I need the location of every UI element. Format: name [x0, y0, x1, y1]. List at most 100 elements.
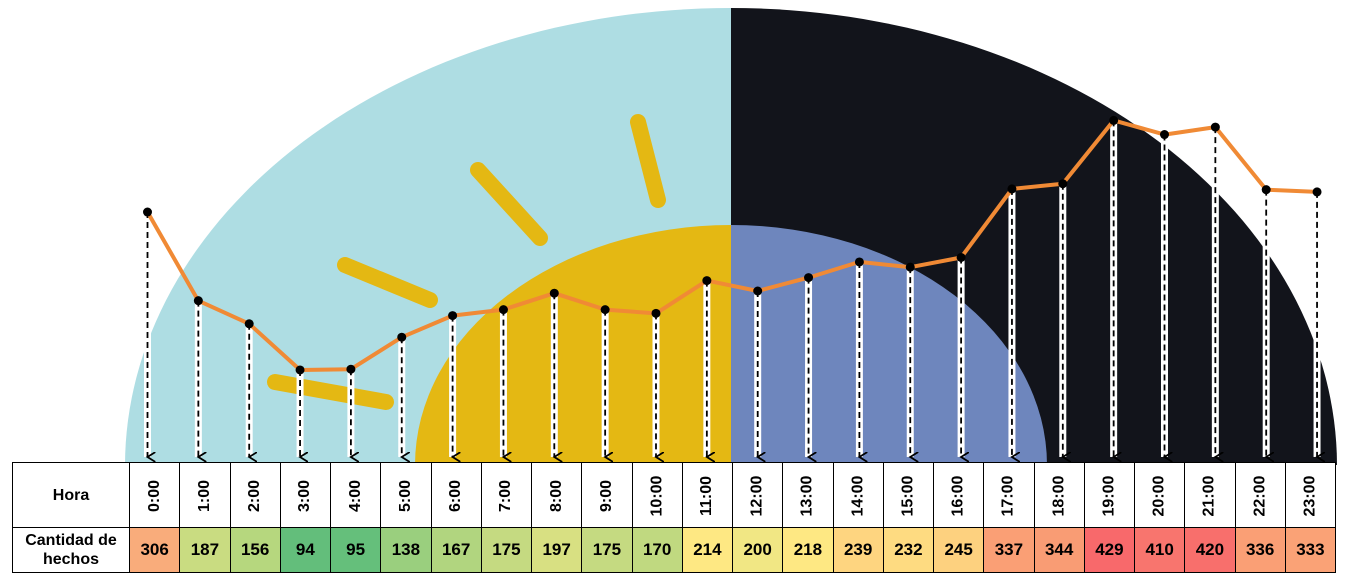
hour-cell: 18:00 [1033, 462, 1085, 528]
hour-cell: 7:00 [480, 462, 533, 528]
hour-cell: 9:00 [581, 462, 633, 528]
data-point [1160, 130, 1169, 140]
count-cell: 175 [480, 527, 533, 573]
count-row-label: Cantidad de hechos [12, 527, 130, 573]
count-cell: 410 [1133, 527, 1186, 573]
count-cell: 429 [1083, 527, 1136, 573]
count-cell: 170 [631, 527, 683, 573]
hour-cell: 13:00 [782, 462, 834, 528]
data-point [193, 296, 203, 306]
hour-label: 20:00 [1150, 475, 1168, 517]
hour-cell: 3:00 [279, 462, 332, 528]
hour-cell: 19:00 [1083, 462, 1136, 528]
hour-cell: 1:00 [179, 462, 231, 528]
count-cell: 344 [1033, 527, 1085, 573]
hour-cell: 5:00 [380, 462, 432, 528]
hour-cell: 16:00 [932, 462, 985, 528]
hour-cell: 8:00 [530, 462, 583, 528]
count-cell: 167 [430, 527, 482, 573]
count-row: Cantidad de hechos 306 187 156 94 95 138 167 17… [12, 527, 1337, 573]
hour-label: 9:00 [597, 479, 615, 513]
data-point [702, 276, 712, 286]
hour-label: 12:00 [748, 475, 766, 517]
count-cell: 94 [279, 527, 332, 573]
hour-label: 22:00 [1251, 475, 1269, 517]
count-cell: 420 [1184, 527, 1236, 573]
hour-cell: 23:00 [1284, 462, 1337, 528]
count-cell: 197 [530, 527, 583, 573]
hour-label: 7:00 [497, 479, 515, 513]
data-point [1261, 185, 1271, 195]
data-point [244, 319, 254, 329]
hour-label: 8:00 [547, 479, 565, 513]
data-point [804, 273, 814, 283]
data-point [346, 364, 356, 374]
data-point [498, 305, 508, 315]
count-cell: 306 [128, 527, 181, 573]
count-cell: 239 [832, 527, 884, 573]
data-point [448, 311, 458, 321]
hour-label: 23:00 [1301, 475, 1319, 517]
data-point [600, 305, 610, 315]
count-cell: 232 [882, 527, 935, 573]
hour-cell: 12:00 [731, 462, 784, 528]
hour-label: 5:00 [396, 479, 414, 513]
count-cell: 175 [581, 527, 633, 573]
series-line [145, 118, 1318, 372]
data-point [549, 288, 559, 298]
hour-label: 16:00 [949, 475, 967, 517]
hour-label: 14:00 [849, 475, 867, 517]
hour-cell: 11:00 [681, 462, 734, 528]
count-cell: 337 [983, 527, 1035, 573]
hour-cell: 14:00 [832, 462, 884, 528]
hour-row-label: Hora [12, 462, 130, 528]
hour-cell: 22:00 [1234, 462, 1286, 528]
data-point [651, 308, 661, 318]
hour-cell: 21:00 [1184, 462, 1236, 528]
count-cell: 214 [681, 527, 734, 573]
hour-label: 21:00 [1200, 475, 1218, 517]
data-point [1058, 179, 1068, 189]
count-cell: 245 [932, 527, 985, 573]
data-point [143, 207, 152, 217]
data-point [753, 286, 763, 296]
count-cell: 218 [782, 527, 834, 573]
count-cell: 333 [1284, 527, 1337, 573]
hour-label: 10:00 [648, 475, 666, 517]
value-drop-lines [140, 120, 1318, 457]
hour-label: 18:00 [1050, 475, 1068, 517]
data-point [1210, 122, 1220, 132]
hour-row: Hora 0:00 1:00 2:00 3:00 4:00 5:00 6:00 7:00 8:0… [12, 462, 1337, 528]
hour-cell: 6:00 [430, 462, 482, 528]
data-point [854, 257, 864, 267]
chart-plot [125, 8, 1337, 465]
count-cell: 95 [329, 527, 382, 573]
hour-cell: 2:00 [229, 462, 281, 528]
hour-cell: 15:00 [882, 462, 935, 528]
hour-label: 17:00 [999, 475, 1017, 517]
hour-label: 2:00 [246, 479, 264, 513]
count-cell: 187 [179, 527, 231, 573]
hour-label: 11:00 [698, 475, 716, 517]
hour-cell: 4:00 [329, 462, 382, 528]
hour-label: 19:00 [1100, 475, 1118, 517]
hour-label: 15:00 [899, 475, 917, 517]
hour-label: 1:00 [195, 479, 213, 513]
data-point [1109, 115, 1119, 125]
hour-cell: 17:00 [983, 462, 1035, 528]
data-point [1007, 184, 1017, 194]
count-cell: 138 [380, 527, 432, 573]
hour-label: 3:00 [296, 479, 314, 513]
data-point [956, 252, 966, 262]
data-point [397, 332, 407, 342]
data-points [143, 115, 1322, 375]
hour-label: 0:00 [145, 479, 163, 513]
count-cell: 200 [731, 527, 784, 573]
hour-cell: 0:00 [128, 462, 181, 528]
data-point [905, 262, 915, 272]
hour-label: 6:00 [447, 479, 465, 513]
data-point [295, 365, 305, 375]
count-cell: 336 [1234, 527, 1286, 573]
hour-cell: 20:00 [1133, 462, 1186, 528]
count-cell: 156 [229, 527, 281, 573]
